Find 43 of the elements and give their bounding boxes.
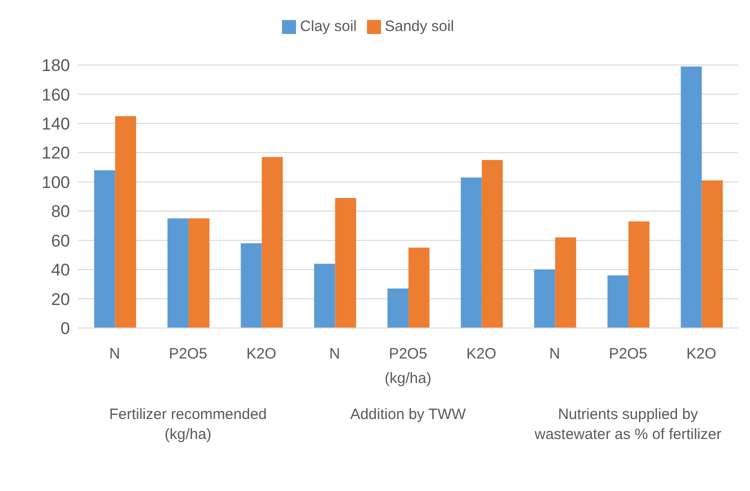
y-tick-label: 20 <box>51 290 70 309</box>
bar <box>702 180 723 328</box>
y-tick-label: 120 <box>42 144 70 163</box>
x-tick-label: K2O <box>466 346 496 363</box>
y-tick-label: 100 <box>42 172 70 192</box>
y-tick-label: 140 <box>42 114 70 134</box>
x-tick-label: N <box>109 346 120 363</box>
bar <box>167 218 188 328</box>
y-tick-label: 40 <box>51 260 70 280</box>
text: (kg/ha) <box>384 370 432 387</box>
x-tick-label: N <box>549 346 560 363</box>
bar <box>94 170 116 328</box>
bar <box>387 288 408 328</box>
x-tick-label: P2O5 <box>388 346 428 363</box>
x-tick-label: K2O <box>686 346 716 363</box>
x-tick-label: N <box>329 346 340 363</box>
text: Nutrients supplied by wastewater as % of fertilizer <box>534 405 722 445</box>
bar <box>534 270 556 328</box>
bar <box>314 264 336 328</box>
legend-label: Sandy soil <box>384 18 454 35</box>
bar <box>460 178 482 328</box>
y-tick-label: 180 <box>42 56 70 76</box>
bar <box>262 157 283 328</box>
y-tick-label: 80 <box>51 202 70 222</box>
y-tick-label: 160 <box>42 85 70 104</box>
bar <box>240 243 262 328</box>
x-tick-label: P2O5 <box>608 346 648 363</box>
bar <box>607 275 628 328</box>
bar <box>555 237 576 328</box>
x-tick-label: P2O5 <box>168 346 208 363</box>
bar <box>188 218 210 328</box>
bar <box>335 198 356 328</box>
y-tick-label: 60 <box>51 231 70 250</box>
bar <box>628 221 650 328</box>
text: Fertilizer recommended (kg/ha) <box>108 405 268 445</box>
bar <box>482 160 503 328</box>
legend-label: Clay soil <box>300 18 357 35</box>
bar <box>115 116 136 328</box>
y-tick-label: 0 <box>60 319 70 338</box>
bar <box>408 248 430 328</box>
bar <box>680 66 702 328</box>
x-tick-label: K2O <box>246 346 276 363</box>
text: Addition by TWW <box>349 405 467 425</box>
